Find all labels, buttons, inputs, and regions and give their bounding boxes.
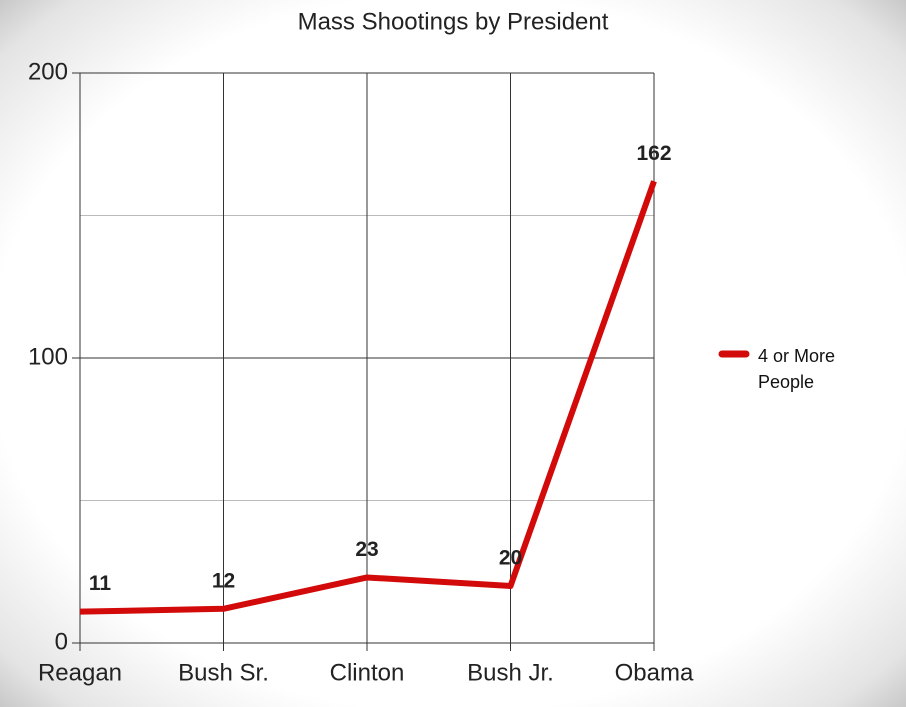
data-label: 162	[636, 142, 671, 165]
y-tick-label: 200	[28, 58, 68, 85]
data-label: 23	[355, 538, 378, 561]
y-tick-label: 100	[28, 343, 68, 370]
data-label: 20	[499, 547, 522, 570]
x-tick-label: Bush Sr.	[178, 659, 269, 686]
x-tick-label: Bush Jr.	[467, 659, 554, 686]
x-tick-label: Reagan	[38, 659, 122, 686]
data-line	[79, 180, 657, 615]
data-label: 12	[212, 569, 235, 592]
chart-title: Mass Shootings by President	[298, 8, 609, 35]
legend-label: 4 or More People	[758, 346, 836, 392]
data-label: 11	[89, 572, 112, 595]
y-tick-label: 0	[55, 628, 68, 655]
x-tick-label: Obama	[615, 659, 694, 686]
x-tick-label: Clinton	[330, 659, 405, 686]
